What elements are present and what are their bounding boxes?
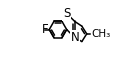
Text: N: N — [70, 31, 79, 44]
Text: F: F — [41, 23, 48, 36]
Text: CH₃: CH₃ — [91, 29, 111, 39]
Text: S: S — [63, 7, 70, 20]
